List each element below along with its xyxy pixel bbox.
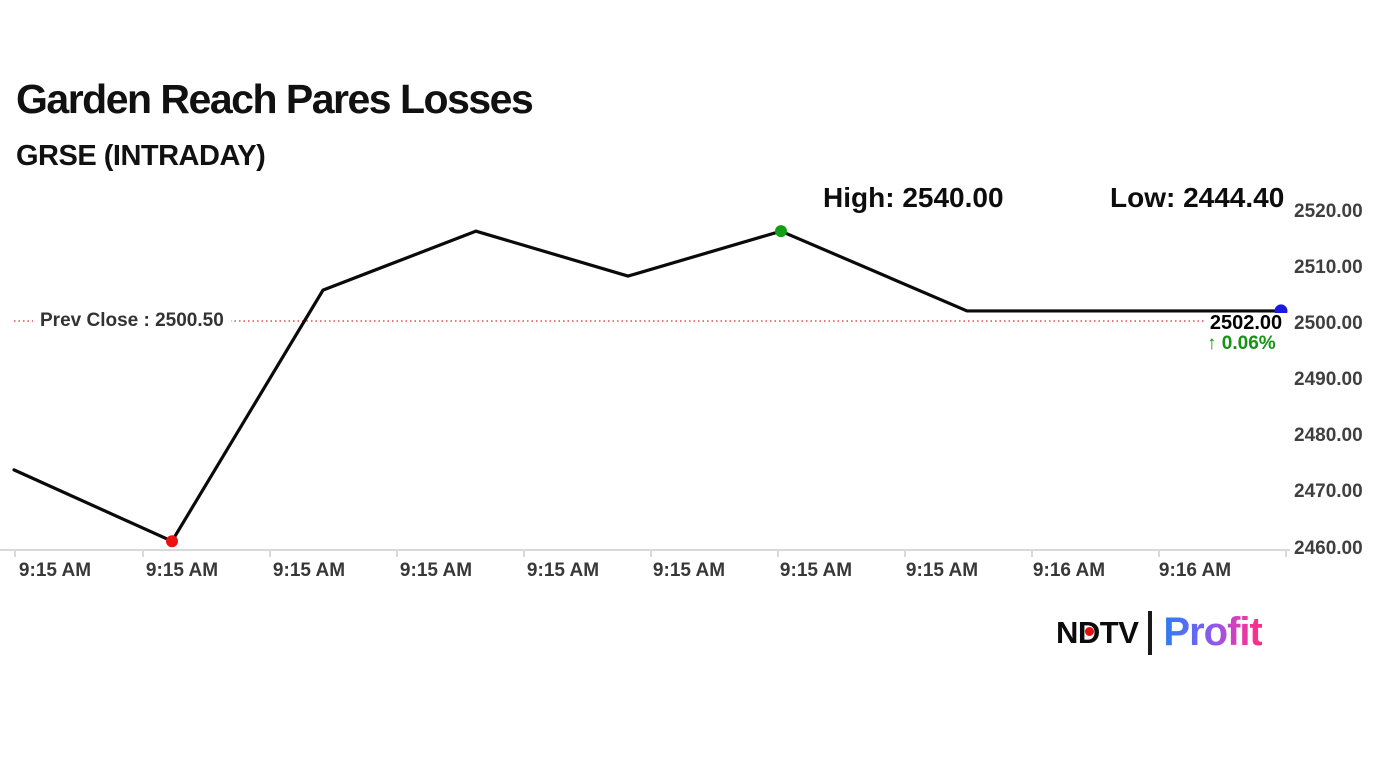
x-axis-tick-label: 9:15 AM — [526, 560, 600, 581]
x-axis-tick-label: 9:15 AM — [779, 560, 853, 581]
day-high-stat: High: 2540.00 — [823, 182, 1004, 214]
high-label: High: — [823, 182, 895, 213]
x-axis-tick-label: 9:15 AM — [399, 560, 473, 581]
headline: Garden Reach Pares Losses — [16, 76, 534, 122]
price-line — [12, 229, 1283, 543]
high-marker-dot — [775, 225, 787, 238]
low-label: Low: — [1110, 182, 1176, 213]
y-axis-tick-label: 2470.00 — [1294, 481, 1363, 503]
ndtv-letter-n: N — [1056, 614, 1078, 650]
y-axis-tick-label: 2480.00 — [1294, 425, 1363, 447]
x-axis-tick-label: 9:15 AM — [272, 560, 346, 581]
ndtv-profit-logo: NDTV Profit — [1056, 610, 1263, 655]
y-axis-tick-label: 2460.00 — [1294, 537, 1363, 559]
y-axis-tick-label: 2510.00 — [1294, 256, 1363, 278]
ndtv-logo-text: NDTV — [1056, 614, 1139, 651]
ndtv-letters-tv: TV — [1099, 614, 1139, 650]
profit-logo-text: Profit — [1163, 610, 1262, 654]
x-axis-tick-label: 9:16 AM — [1032, 560, 1106, 581]
low-value: 2444.40 — [1183, 182, 1285, 213]
low-marker-dot — [166, 535, 178, 548]
prev-close-label: Prev Close : 2500.50 — [33, 309, 231, 332]
x-axis-tick-label: 9:15 AM — [145, 560, 219, 581]
x-axis-tick-label: 9:15 AM — [18, 560, 92, 581]
y-axis-tick-label: 2520.00 — [1294, 200, 1363, 222]
logo-divider-bar — [1148, 610, 1153, 655]
y-axis-tick-label: 2500.00 — [1294, 312, 1363, 334]
ndtv-letter-d: D — [1078, 615, 1100, 651]
day-low-stat: Low: 2444.40 — [1110, 182, 1284, 214]
x-axis-tick-label: 9:15 AM — [652, 560, 726, 581]
last-price-value: 2502.00 — [1204, 313, 1288, 334]
price-change-badge: ↑ 0.06% — [1207, 333, 1276, 354]
high-value: 2540.00 — [902, 182, 1004, 213]
ndtv-red-dot-icon — [1084, 626, 1094, 636]
ticker-subtitle: GRSE (INTRADAY) — [16, 140, 266, 172]
x-axis-tick-label: 9:15 AM — [905, 560, 979, 581]
y-axis-tick-label: 2490.00 — [1294, 369, 1363, 390]
x-axis-tick-label: 9:16 AM — [1158, 560, 1232, 581]
